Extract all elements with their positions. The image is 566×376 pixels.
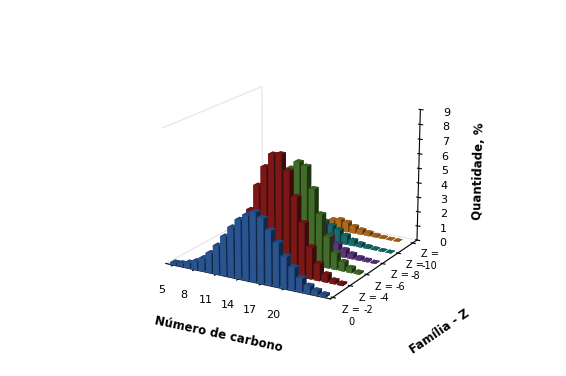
X-axis label: Número de carbono: Número de carbono: [153, 314, 284, 354]
Y-axis label: Família - Z: Família - Z: [407, 307, 471, 356]
